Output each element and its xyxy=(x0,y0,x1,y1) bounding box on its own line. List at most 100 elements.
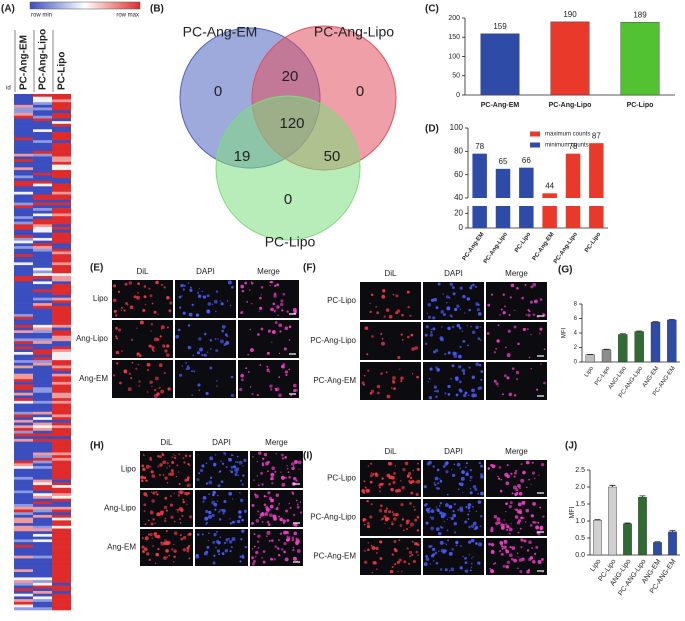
cell-spot xyxy=(407,519,410,522)
heatmap-cell xyxy=(33,515,52,518)
cell-spot xyxy=(450,378,452,380)
cell-spot xyxy=(479,364,481,366)
cell-spot xyxy=(519,492,522,495)
cell-spot xyxy=(145,479,147,481)
cell-spot xyxy=(137,292,139,294)
cell-spot xyxy=(230,522,232,524)
cell-spot xyxy=(460,566,463,569)
heatmap-cell xyxy=(52,542,71,545)
heatmap-cell xyxy=(52,412,71,415)
cell-spot xyxy=(531,514,534,517)
cell-spot xyxy=(156,512,160,516)
cell-spot xyxy=(232,521,235,524)
heatmap-cell xyxy=(52,379,71,382)
cell-spot xyxy=(196,313,199,316)
heatmap-cell xyxy=(52,99,71,102)
y-tick-label: 150 xyxy=(448,34,460,41)
heatmap-cell xyxy=(14,439,33,442)
cell-spot xyxy=(397,309,400,312)
cell-spot xyxy=(379,486,381,488)
heatmap-cell xyxy=(33,577,52,580)
heatmap-cell xyxy=(14,314,33,317)
cell-spot xyxy=(160,390,164,394)
heatmap-cell xyxy=(33,235,52,238)
cell-spot xyxy=(388,510,391,513)
cell-spot xyxy=(252,456,254,458)
heatmap-cell xyxy=(33,279,52,282)
heatmap-cell xyxy=(33,347,52,350)
heatmap-cell xyxy=(14,577,33,580)
cell-spot xyxy=(203,295,206,298)
cell-spot xyxy=(387,395,391,399)
cell-spot xyxy=(168,473,171,476)
cell-spot xyxy=(417,543,420,546)
cell-spot xyxy=(505,511,506,512)
cell-spot xyxy=(276,305,280,309)
heatmap-cell xyxy=(14,537,33,540)
cell-spot xyxy=(231,394,234,397)
cell-spot xyxy=(511,284,515,288)
cell-spot xyxy=(161,284,163,286)
heatmap-cell xyxy=(33,322,52,325)
heatmap-cell xyxy=(33,165,52,168)
cell-spot xyxy=(370,463,372,465)
heatmap-cell xyxy=(14,480,33,483)
x-tick-label: PC-Ang-EM xyxy=(462,232,486,262)
cell-spot xyxy=(233,465,236,468)
bar xyxy=(542,193,556,198)
cell-spot xyxy=(183,312,186,315)
heatmap-cell xyxy=(52,118,71,121)
heatmap-cell xyxy=(14,222,33,225)
cell-spot xyxy=(166,296,170,300)
cell-spot xyxy=(251,282,253,284)
cell-spot xyxy=(525,521,526,522)
bar xyxy=(668,532,676,555)
error-bar xyxy=(670,531,676,532)
heatmap-cell xyxy=(14,99,33,102)
heatmap-cell xyxy=(33,471,52,474)
heatmap-cell xyxy=(14,588,33,591)
cell-spot xyxy=(532,502,536,506)
cell-spot xyxy=(161,514,163,516)
heatmap-cell xyxy=(52,181,71,184)
cell-spot xyxy=(237,461,239,463)
cell-spot xyxy=(191,394,193,396)
heatmap-cell xyxy=(33,268,52,271)
heatmap-cell xyxy=(52,208,71,211)
heatmap-cell xyxy=(33,146,52,149)
y-tick-label: 8 xyxy=(574,302,578,308)
cell-spot xyxy=(154,311,157,314)
cell-spot xyxy=(151,499,155,503)
cell-spot xyxy=(371,545,373,547)
cell-spot xyxy=(261,294,262,295)
cell-spot xyxy=(155,491,157,493)
heatmap-cell xyxy=(52,249,71,252)
heatmap-cell xyxy=(33,480,52,483)
heatmap-cell xyxy=(33,238,52,241)
heatmap-cell xyxy=(14,553,33,556)
cell-spot xyxy=(174,493,175,494)
cell-spot xyxy=(165,518,167,520)
cell-spot xyxy=(268,523,271,526)
cell-spot xyxy=(437,469,440,472)
cell-spot xyxy=(214,503,218,507)
cell-spot xyxy=(171,548,174,551)
cell-spot xyxy=(386,371,388,373)
heatmap-cell xyxy=(14,515,33,518)
heatmap-cell xyxy=(14,493,33,496)
heatmap-cell xyxy=(33,290,52,293)
heatmap-cell xyxy=(52,292,71,295)
heatmap-cell xyxy=(52,496,71,499)
cell-spot xyxy=(169,466,170,467)
cell-spot xyxy=(239,388,242,391)
heatmap-cell xyxy=(33,192,52,195)
heatmap-cell xyxy=(14,298,33,301)
cell-spot xyxy=(202,291,204,293)
cell-spot xyxy=(252,548,253,549)
heatmap-cell xyxy=(33,162,52,165)
cell-spot xyxy=(151,510,152,511)
cell-spot xyxy=(462,295,465,298)
cell-spot xyxy=(541,527,543,529)
heatmap-cell xyxy=(52,194,71,197)
